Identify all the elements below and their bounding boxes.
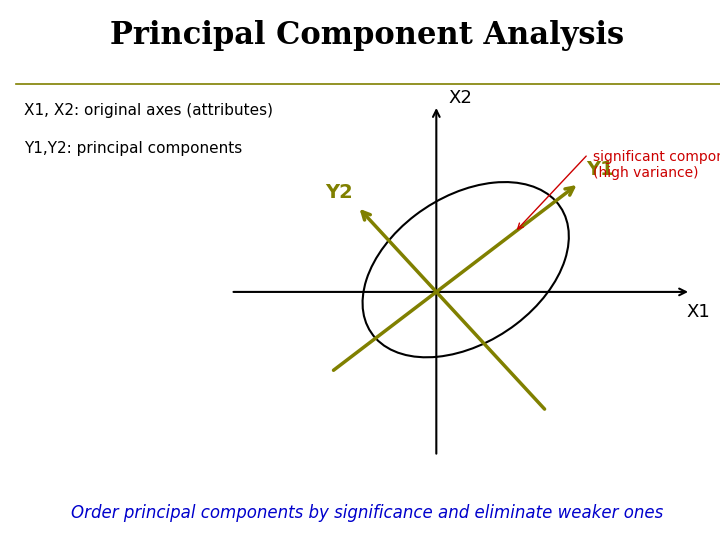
Text: Order principal components by significance and eliminate weaker ones: Order principal components by significan… [71, 504, 663, 522]
Text: Y1,Y2: principal components: Y1,Y2: principal components [24, 141, 242, 156]
Text: Y1: Y1 [586, 160, 614, 179]
Text: Y2: Y2 [325, 183, 353, 202]
Text: X2: X2 [449, 90, 472, 107]
Text: X1, X2: original axes (attributes): X1, X2: original axes (attributes) [24, 103, 273, 118]
Text: X1: X1 [686, 303, 710, 321]
Text: Principal Component Analysis: Principal Component Analysis [110, 19, 624, 51]
Text: significant component
(high variance): significant component (high variance) [593, 150, 720, 180]
